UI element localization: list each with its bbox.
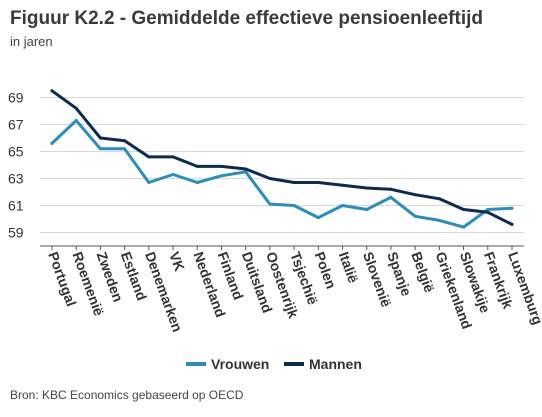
data-point-mannen bbox=[486, 210, 490, 214]
data-point-mannen bbox=[292, 181, 296, 185]
legend-label-vrouwen: Vrouwen bbox=[211, 356, 269, 372]
data-point-mannen bbox=[413, 193, 417, 197]
series-lines bbox=[50, 89, 514, 229]
data-point-mannen bbox=[462, 208, 466, 212]
data-point-vrouwen bbox=[123, 147, 127, 151]
y-axis-ticks: 59 61 63 65 67 69 bbox=[8, 90, 24, 241]
source-note: Bron: KBC Economics gebaseerd op OECD bbox=[10, 388, 244, 402]
data-point-mannen bbox=[268, 177, 272, 180]
series-line-mannen bbox=[50, 89, 514, 226]
data-point-vrouwen bbox=[510, 206, 514, 210]
data-point-vrouwen bbox=[413, 214, 417, 218]
data-point-mannen bbox=[50, 89, 54, 93]
data-point-mannen bbox=[389, 187, 393, 191]
data-point-mannen bbox=[195, 164, 199, 168]
data-point-vrouwen bbox=[365, 208, 369, 212]
y-tick-label: 65 bbox=[8, 144, 24, 160]
y-tick-label: 69 bbox=[8, 90, 24, 106]
data-point-mannen bbox=[147, 155, 151, 159]
data-point-vrouwen bbox=[147, 181, 151, 185]
data-point-mannen bbox=[244, 167, 248, 171]
data-point-vrouwen bbox=[171, 172, 175, 176]
data-point-mannen bbox=[437, 197, 441, 201]
data-point-mannen bbox=[123, 139, 127, 143]
data-point-vrouwen bbox=[74, 118, 78, 122]
y-tick-label: 63 bbox=[8, 171, 24, 187]
x-axis bbox=[40, 245, 524, 250]
data-point-mannen bbox=[341, 183, 345, 187]
series-line-vrouwen bbox=[50, 119, 514, 229]
chart-subtitle: in jaren bbox=[10, 34, 53, 49]
data-point-vrouwen bbox=[244, 170, 248, 174]
data-point-vrouwen bbox=[195, 181, 199, 185]
data-point-mannen bbox=[98, 136, 102, 140]
x-tick-label-vk: VK bbox=[166, 250, 188, 274]
data-point-vrouwen bbox=[462, 225, 466, 229]
data-point-vrouwen bbox=[389, 195, 393, 199]
data-point-mannen bbox=[219, 164, 223, 168]
legend: Vrouwen Mannen bbox=[186, 356, 362, 372]
data-point-vrouwen bbox=[486, 208, 490, 212]
x-tick-label-italie: Italië bbox=[336, 250, 362, 286]
legend-label-mannen: Mannen bbox=[309, 356, 362, 372]
x-axis-labels: PortugalRoemeniëZwedenEstlandDenemarkenV… bbox=[45, 250, 542, 334]
data-point-vrouwen bbox=[50, 141, 54, 145]
data-point-mannen bbox=[171, 155, 175, 159]
data-point-mannen bbox=[510, 222, 514, 226]
data-point-vrouwen bbox=[292, 204, 296, 207]
data-point-mannen bbox=[365, 186, 369, 190]
y-tick-label: 61 bbox=[8, 198, 24, 214]
chart-title: Figuur K2.2 - Gemiddelde effectieve pens… bbox=[10, 8, 483, 29]
data-point-vrouwen bbox=[316, 216, 320, 220]
data-point-vrouwen bbox=[98, 147, 102, 151]
y-tick-label: 59 bbox=[8, 225, 24, 241]
data-point-vrouwen bbox=[219, 174, 223, 178]
grid-lines bbox=[40, 97, 524, 233]
data-point-mannen bbox=[316, 181, 320, 185]
data-point-vrouwen bbox=[437, 218, 441, 222]
data-point-mannen bbox=[74, 106, 78, 110]
y-tick-label: 67 bbox=[8, 117, 24, 133]
data-point-vrouwen bbox=[268, 202, 272, 206]
data-point-vrouwen bbox=[341, 204, 345, 207]
